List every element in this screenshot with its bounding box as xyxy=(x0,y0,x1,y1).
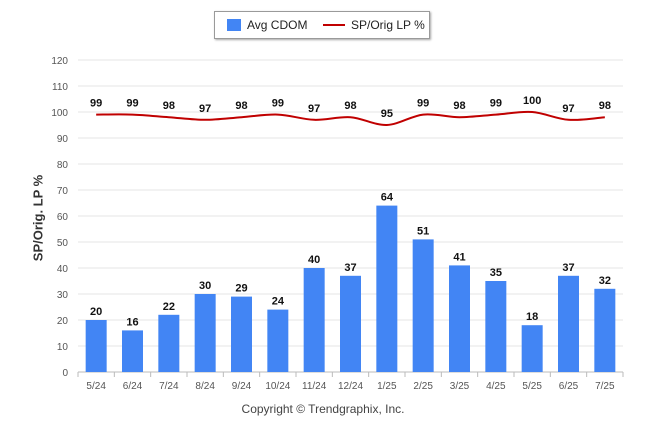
y-tick-label: 10 xyxy=(57,342,69,353)
bar-data-label: 30 xyxy=(199,280,211,292)
x-tick-label: 6/25 xyxy=(559,381,579,392)
legend-bar-swatch xyxy=(227,19,241,31)
legend-line-swatch xyxy=(323,24,345,26)
bar[interactable] xyxy=(303,268,325,372)
line-data-label: 99 xyxy=(126,98,138,110)
line-data-label: 98 xyxy=(344,100,356,112)
y-tick-label: 20 xyxy=(57,316,69,327)
x-tick-label: 1/25 xyxy=(377,381,397,392)
legend-label-line: SP/Orig LP % xyxy=(351,18,425,32)
y-tick-label: 100 xyxy=(51,108,68,119)
x-tick-label: 5/24 xyxy=(86,381,106,392)
y-tick-label: 0 xyxy=(62,368,68,379)
line-data-label: 97 xyxy=(562,103,574,115)
copyright-credit: Copyright © Trendgraphix, Inc. xyxy=(241,402,405,416)
y-axis-ticks: 0 10 20 30 40 50 60 70 80 90 100 110 120 xyxy=(51,56,68,379)
line-series xyxy=(96,110,605,127)
bar-data-labels: 20 16 22 30 29 24 40 37 64 51 41 35 18 37 32 xyxy=(90,192,611,329)
y-tick-label: 120 xyxy=(51,56,68,67)
bar-data-label: 40 xyxy=(308,254,320,266)
legend: Avg CDOM SP/Orig LP % xyxy=(214,11,430,39)
bar[interactable] xyxy=(158,314,180,372)
line-data-labels: 99 99 98 97 98 99 97 98 95 99 98 99 100 97 98 xyxy=(90,95,611,120)
bar[interactable] xyxy=(122,330,143,372)
line-path[interactable] xyxy=(96,110,605,127)
x-tick-label: 5/25 xyxy=(522,381,542,392)
bar-data-label: 41 xyxy=(453,251,465,263)
bar[interactable] xyxy=(376,205,398,372)
line-data-label: 98 xyxy=(453,100,465,112)
bar[interactable] xyxy=(594,288,616,372)
x-tick-label: 7/24 xyxy=(159,381,179,392)
line-data-label: 98 xyxy=(599,100,611,112)
bar-data-label: 32 xyxy=(599,275,611,287)
line-data-label: 98 xyxy=(163,100,175,112)
legend-label-bar: Avg CDOM xyxy=(247,18,308,32)
x-tick-label: 6/24 xyxy=(123,381,143,392)
line-data-label: 100 xyxy=(523,95,541,107)
bar[interactable] xyxy=(521,325,543,372)
bar-data-label: 16 xyxy=(126,316,138,328)
x-tick-label: 4/25 xyxy=(486,381,506,392)
y-tick-label: 50 xyxy=(57,238,69,249)
bar[interactable] xyxy=(267,309,289,372)
bar-data-label: 37 xyxy=(344,262,356,274)
line-data-label: 99 xyxy=(90,98,102,110)
x-tick-label: 11/24 xyxy=(302,381,327,392)
y-axis-label: SP/Orig. LP % xyxy=(30,174,46,262)
bar[interactable] xyxy=(412,239,434,372)
x-tick-label: 8/24 xyxy=(195,381,215,392)
bar[interactable] xyxy=(340,275,361,372)
bar[interactable] xyxy=(231,296,252,372)
y-tick-label: 110 xyxy=(52,82,68,93)
line-data-label: 97 xyxy=(308,103,320,115)
y-tick-label: 30 xyxy=(57,290,69,301)
x-tick-label: 10/24 xyxy=(265,381,290,392)
bar-data-label: 37 xyxy=(562,262,574,274)
bar-data-label: 18 xyxy=(526,311,538,323)
x-axis-ticks: 5/24 6/24 7/24 8/24 9/24 10/24 11/24 12/24 1/25 2… xyxy=(77,372,624,392)
x-tick-label: 7/25 xyxy=(595,381,615,392)
y-tick-label: 80 xyxy=(57,160,69,171)
y-tick-label: 60 xyxy=(57,212,69,223)
bar[interactable] xyxy=(194,294,216,372)
line-data-label: 98 xyxy=(235,100,247,112)
x-tick-label: 12/24 xyxy=(338,381,363,392)
bar[interactable] xyxy=(485,281,507,372)
x-tick-label: 2/25 xyxy=(413,381,433,392)
bar-data-label: 20 xyxy=(90,306,102,318)
bar[interactable] xyxy=(85,320,107,372)
x-tick-label: 9/24 xyxy=(232,381,252,392)
legend-item-bar[interactable]: Avg CDOM xyxy=(227,18,307,32)
y-tick-label: 70 xyxy=(57,186,69,197)
line-data-label: 97 xyxy=(199,103,211,115)
y-tick-label: 40 xyxy=(57,264,69,275)
bar-data-label: 29 xyxy=(235,283,247,295)
bar-series xyxy=(85,205,616,372)
bar[interactable] xyxy=(449,265,470,372)
line-data-label: 99 xyxy=(490,98,502,110)
x-tick-label: 3/25 xyxy=(450,381,470,392)
line-data-label: 95 xyxy=(381,108,393,120)
bar-data-label: 24 xyxy=(272,296,285,308)
bar-data-label: 51 xyxy=(417,225,429,237)
bar-data-label: 35 xyxy=(490,267,502,279)
bar[interactable] xyxy=(558,275,579,372)
bar-data-label: 64 xyxy=(381,192,394,204)
line-data-label: 99 xyxy=(272,98,284,110)
y-tick-label: 90 xyxy=(57,134,69,145)
line-data-label: 99 xyxy=(417,98,429,110)
bar-data-label: 22 xyxy=(163,301,175,313)
legend-item-line[interactable]: SP/Orig LP % xyxy=(323,18,425,32)
